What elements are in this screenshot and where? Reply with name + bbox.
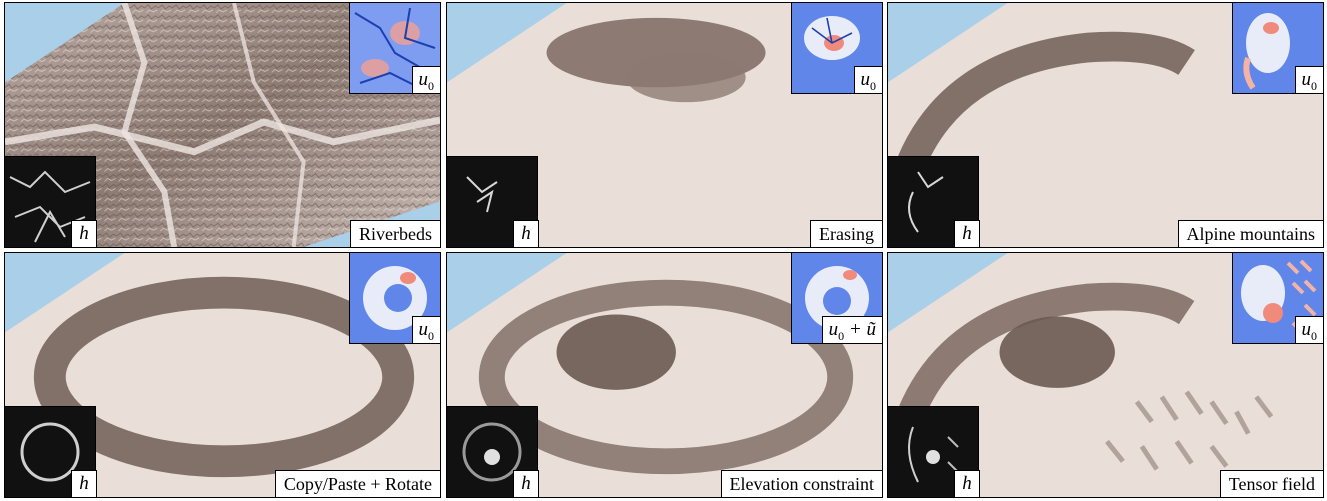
h-label: h bbox=[71, 470, 97, 497]
u0-label: u0 bbox=[411, 316, 440, 343]
terrain-render bbox=[5, 3, 440, 247]
terrain-render bbox=[447, 253, 882, 497]
u0-inset: u0 bbox=[349, 253, 440, 344]
panel-copy-paste-rotate: u0 h Copy/Paste + Rotate bbox=[4, 252, 441, 498]
u0-label: u0 bbox=[853, 66, 882, 93]
panel-caption: Erasing bbox=[810, 220, 882, 247]
terrain-render bbox=[447, 3, 882, 247]
u0-label: u0 + ũ bbox=[821, 316, 882, 343]
u0-inset: u0 + ũ bbox=[791, 253, 882, 344]
panel-riverbeds: u0 h Riverbeds bbox=[4, 2, 441, 248]
panel-caption: Riverbeds bbox=[350, 220, 440, 247]
u0-map bbox=[350, 3, 440, 93]
h-label: h bbox=[71, 220, 97, 247]
h-label: h bbox=[954, 220, 980, 247]
panel-tensor-field: u0 h Tensor field bbox=[887, 252, 1324, 498]
terrain-render bbox=[5, 253, 440, 497]
panel-caption: Alpine mountains bbox=[1177, 220, 1323, 247]
panel-alpine-mountains: u0 h Alpine mountains bbox=[887, 2, 1324, 248]
panel-caption: Elevation constraint bbox=[720, 470, 882, 497]
panel-erasing: u0 h Erasing bbox=[446, 2, 883, 248]
u0-inset: u0 bbox=[1232, 3, 1323, 94]
u0-inset: u0 bbox=[1232, 253, 1323, 344]
panel-elevation-constraint: u0 + ũ h Elevation constraint bbox=[446, 252, 883, 498]
u0-label: u0 bbox=[1294, 66, 1323, 93]
panel-caption: Tensor field bbox=[1219, 470, 1323, 497]
h-label: h bbox=[954, 470, 980, 497]
u0-label: u0 bbox=[1294, 316, 1323, 343]
panel-caption: Copy/Paste + Rotate bbox=[274, 470, 440, 497]
terrain-render bbox=[888, 253, 1323, 497]
u0-inset: u0 bbox=[349, 3, 440, 94]
h-label: h bbox=[513, 220, 539, 247]
h-label: h bbox=[513, 470, 539, 497]
u0-map bbox=[792, 3, 882, 93]
u0-label: u0 bbox=[411, 66, 440, 93]
u0-inset: u0 bbox=[791, 3, 882, 94]
